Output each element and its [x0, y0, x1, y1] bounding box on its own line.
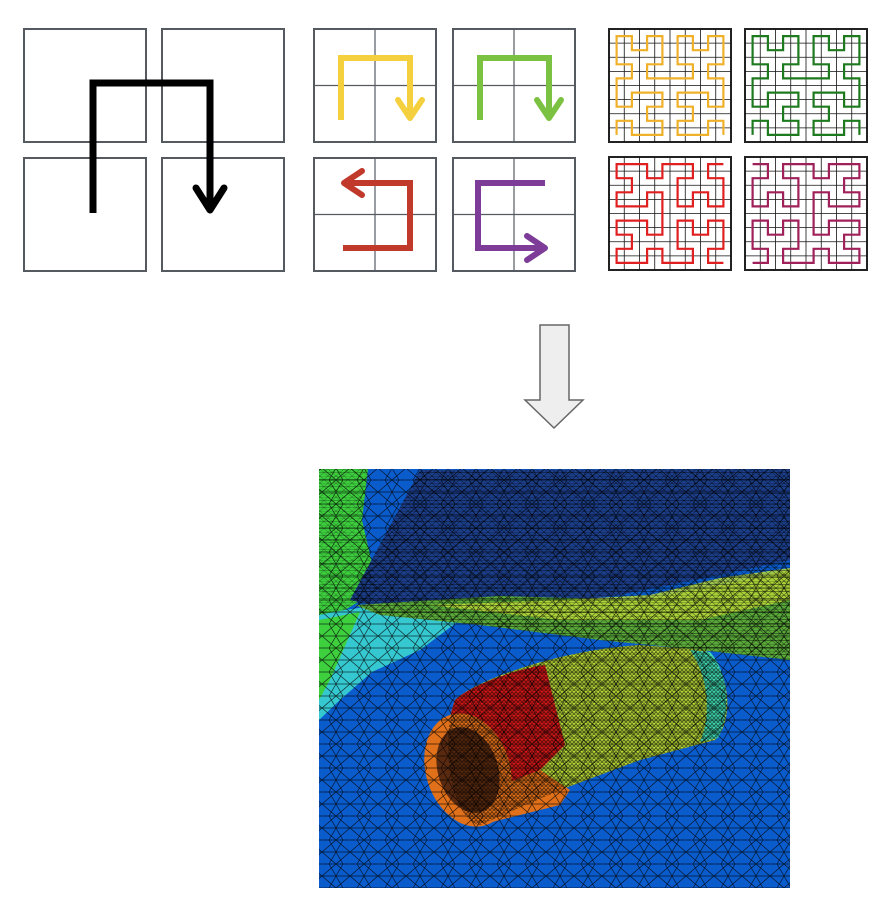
hilbert-right-arrow-icon [475, 180, 545, 251]
variant-panel [452, 157, 576, 272]
aircraft-wing-nacelle-mesh-icon [319, 469, 790, 888]
hilbert-up-arrow-icon [338, 55, 413, 120]
variant-panel [313, 28, 437, 143]
fine-curve-panel [608, 28, 732, 143]
arrow-head-icon [341, 168, 365, 198]
fine-curve-panel [744, 28, 868, 143]
hilbert-left-arrow-icon [343, 180, 413, 251]
fine-curves-panel [608, 28, 868, 271]
hilbert-curve-level-3-icon [751, 163, 861, 264]
hilbert-curve-level-3-icon [615, 163, 725, 264]
variant-panel [452, 28, 576, 143]
level1-cell [23, 157, 147, 272]
variant-panel [313, 157, 437, 272]
fine-curve-panel [608, 156, 732, 271]
level1-panel [23, 28, 285, 272]
arrow-head-icon [192, 184, 228, 214]
orientation-variants-panel [313, 28, 576, 272]
hilbert-curve-level-3-icon [751, 35, 861, 136]
hilbert-curve-level-3-icon [615, 35, 725, 136]
arrow-head-icon [524, 233, 548, 263]
level1-cell [161, 157, 285, 272]
hilbert-curve-level-1-icon [89, 79, 214, 213]
hilbert-up-arrow-icon [477, 55, 552, 120]
arrow-head-icon [395, 97, 425, 121]
down-arrow-icon [523, 324, 585, 430]
arrow-head-icon [534, 97, 564, 121]
fine-curve-panel [744, 156, 868, 271]
